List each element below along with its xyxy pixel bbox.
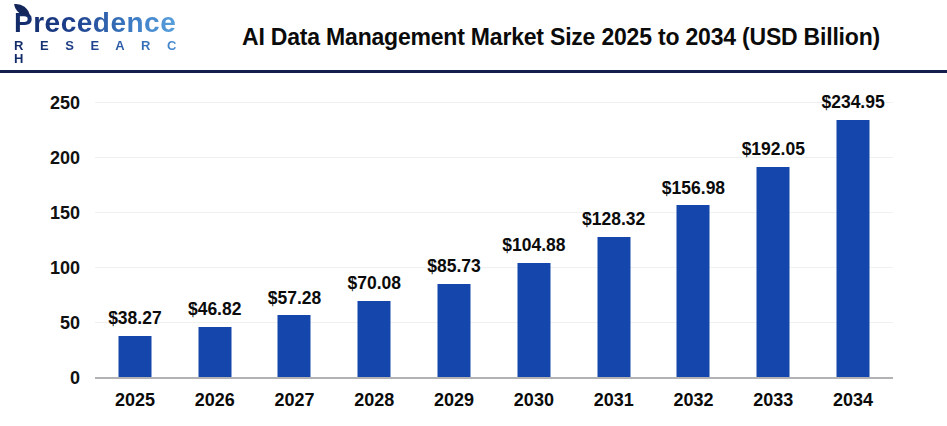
chart-title: AI Data Management Market Size 2025 to 2… — [199, 24, 933, 51]
bar-column: $128.32 — [574, 103, 654, 378]
precedence-research-logo: Precedence R E S E A R C H — [14, 9, 199, 66]
x-tick-label: 2029 — [414, 391, 494, 409]
value-label: $128.32 — [582, 211, 645, 229]
x-tick-label: 2026 — [175, 391, 255, 409]
x-axis: 2025202620272028202920302031203220332034 — [95, 391, 893, 409]
y-tick-label: 150 — [0, 204, 80, 222]
bar-2029 — [438, 284, 471, 378]
logo-sub-text: R E S E A R C H — [14, 39, 199, 65]
x-tick-label: 2028 — [334, 391, 414, 409]
header: Precedence R E S E A R C H AI Data Manag… — [0, 0, 947, 70]
bar-column: $156.98 — [654, 103, 734, 378]
bar-2030 — [517, 263, 550, 378]
bar-column: $57.28 — [255, 103, 335, 378]
x-tick-label: 2027 — [255, 391, 335, 409]
x-tick-label: 2030 — [494, 391, 574, 409]
logo-brand-text: Precedence — [14, 9, 176, 37]
bar-2025 — [118, 336, 151, 378]
value-label: $85.73 — [427, 258, 481, 276]
header-divider — [0, 70, 947, 73]
bar-2027 — [278, 315, 311, 378]
value-label: $234.95 — [821, 94, 884, 112]
value-label: $104.88 — [502, 237, 565, 255]
value-label: $46.82 — [188, 301, 242, 319]
y-tick-label: 250 — [0, 94, 80, 112]
x-tick-label: 2034 — [813, 391, 893, 409]
bar-column: $192.05 — [733, 103, 813, 378]
y-tick-label: 100 — [0, 259, 80, 277]
value-label: $70.08 — [348, 275, 402, 293]
bar-2031 — [597, 237, 630, 378]
value-label: $57.28 — [268, 290, 322, 308]
bar-2026 — [198, 327, 231, 379]
value-label: $156.98 — [662, 180, 725, 198]
bar-column: $85.73 — [414, 103, 494, 378]
y-tick-label: 0 — [0, 369, 80, 387]
plot-area: $38.27 $46.82 $57.28 $70.08 $85.73 $104.88 $12… — [95, 103, 893, 378]
value-label: $38.27 — [108, 310, 162, 328]
bar-column: $38.27 — [95, 103, 175, 378]
x-tick-label: 2031 — [574, 391, 654, 409]
x-tick-label: 2032 — [654, 391, 734, 409]
bar-2028 — [358, 301, 391, 378]
bar-column: $70.08 — [334, 103, 414, 378]
x-tick-label: 2033 — [733, 391, 813, 409]
y-tick-label: 200 — [0, 149, 80, 167]
bar-column: $234.95 — [813, 103, 893, 378]
bar-column: $104.88 — [494, 103, 574, 378]
value-label: $192.05 — [742, 141, 805, 159]
bars-row: $38.27 $46.82 $57.28 $70.08 $85.73 $104.88 $12… — [95, 103, 893, 378]
bar-column: $46.82 — [175, 103, 255, 378]
bar-2033 — [757, 167, 790, 378]
x-tick-label: 2025 — [95, 391, 175, 409]
bar-2032 — [677, 205, 710, 378]
y-tick-label: 50 — [0, 314, 80, 332]
x-baseline — [95, 377, 893, 379]
y-axis: 050100150200250 — [0, 103, 80, 378]
bar-2034 — [837, 120, 870, 378]
